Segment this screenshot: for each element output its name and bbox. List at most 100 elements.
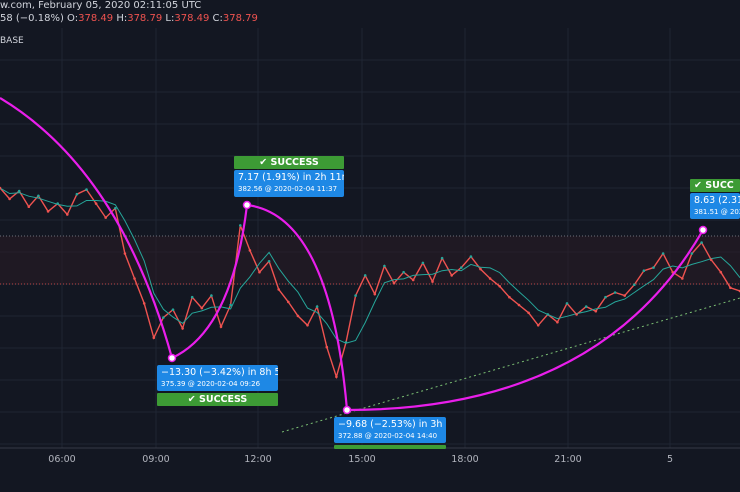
data-point (517, 303, 521, 307)
data-point (392, 281, 396, 285)
pattern-arc (0, 97, 174, 359)
data-point (469, 255, 473, 258)
data-point (239, 224, 242, 227)
data-point (642, 269, 646, 273)
data-point (200, 306, 204, 310)
data-point (546, 313, 550, 316)
data-point (229, 303, 232, 307)
pattern-arcs (0, 97, 704, 412)
data-point (383, 264, 386, 268)
x-tick-label: 06:00 (48, 454, 76, 465)
data-point (75, 192, 79, 196)
data-point (8, 197, 11, 201)
data-point (700, 241, 703, 244)
annotation-callout[interactable]: −13.30 (−3.42%) in 8h 56m 375.39 @ 2020-… (157, 365, 278, 391)
data-point (306, 324, 309, 327)
pattern-arc (246, 203, 349, 411)
annotation-callout[interactable]: 7.17 (1.91%) in 2h 11m 382.56 @ 2020-02-… (234, 170, 344, 197)
annotation-change: −13.30 (−3.42%) in 8h 56m (161, 367, 278, 378)
data-point (402, 270, 405, 274)
x-tick-label: 21:00 (554, 454, 582, 465)
price-change: 58 (−0.18%) (0, 13, 64, 24)
check-icon: ✔ (694, 180, 702, 191)
open-label: O: (67, 13, 79, 24)
x-tick-label: 09:00 (142, 454, 170, 465)
data-point (729, 286, 732, 290)
data-point (450, 274, 454, 277)
data-point (123, 252, 127, 255)
close-value: 378.79 (222, 13, 258, 24)
x-tick-label: 12:00 (244, 454, 272, 465)
data-point (85, 188, 88, 191)
data-point (181, 327, 184, 330)
data-point (604, 295, 607, 299)
data-point (114, 207, 117, 210)
data-point (652, 266, 655, 269)
pivot-points (167, 200, 708, 415)
data-point (56, 202, 59, 205)
data-point (287, 300, 290, 304)
data-point (488, 277, 492, 280)
success-label: SUCCESS (270, 157, 319, 168)
data-point (133, 277, 136, 280)
pivot-point (167, 353, 177, 363)
success-badge: ✔ SUCCESS (157, 393, 278, 406)
check-icon: ✔ (187, 394, 196, 405)
data-point (719, 270, 723, 274)
data-point (171, 308, 175, 312)
range-band (0, 236, 740, 284)
pattern-arc (346, 229, 704, 412)
data-point (94, 202, 98, 205)
low-label: L: (165, 13, 175, 24)
data-point (440, 256, 444, 260)
data-point (46, 210, 50, 213)
x-tick-label: 18:00 (451, 454, 479, 465)
data-point (325, 345, 329, 349)
data-point (460, 266, 463, 269)
low-value: 378.49 (174, 13, 210, 24)
data-point (613, 291, 617, 294)
close-label: C: (212, 13, 223, 24)
data-point (152, 336, 156, 340)
data-point (536, 324, 540, 327)
data-point (27, 205, 31, 208)
x-tick-label: 5 (666, 454, 674, 465)
data-point (363, 274, 367, 277)
data-point (315, 305, 319, 308)
check-icon: ✔ (259, 157, 268, 168)
data-point (0, 186, 2, 190)
data-point (162, 316, 165, 319)
annotation-change: 8.63 (2.31 (694, 195, 740, 206)
success-badge (334, 445, 446, 449)
data-point (66, 213, 69, 216)
data-point (690, 252, 694, 255)
annotation-callout[interactable]: −9.68 (−2.53%) in 3h 3m 372.88 @ 2020-02… (334, 417, 446, 443)
data-point (258, 270, 261, 274)
high-label: H: (116, 13, 128, 24)
data-point (431, 280, 434, 283)
price-line (0, 187, 740, 380)
data-point (584, 305, 588, 308)
data-point (527, 311, 530, 315)
data-point (219, 325, 223, 329)
data-point (633, 283, 636, 287)
data-point (709, 258, 713, 262)
data-point (335, 375, 338, 379)
price-series (0, 186, 740, 380)
annotation-price: 381.51 @ 2020 (694, 208, 740, 216)
x-tick-label: 15:00 (348, 454, 376, 465)
data-point (104, 216, 107, 219)
data-point (17, 189, 21, 193)
price-band (0, 235, 740, 433)
chart-title: w.com, February 05, 2020 02:11:05 UTC (0, 0, 202, 11)
data-point (267, 260, 271, 263)
data-point (661, 252, 665, 255)
data-point (344, 341, 348, 344)
success-badge: ✔ SUCC (690, 179, 740, 192)
annotation-change: 7.17 (1.91%) in 2h 11m (238, 172, 344, 183)
annotation-callout[interactable]: 8.63 (2.31 381.51 @ 2020 (690, 193, 740, 219)
pattern-arc (171, 204, 249, 359)
data-point (277, 288, 281, 291)
data-point (354, 294, 357, 297)
